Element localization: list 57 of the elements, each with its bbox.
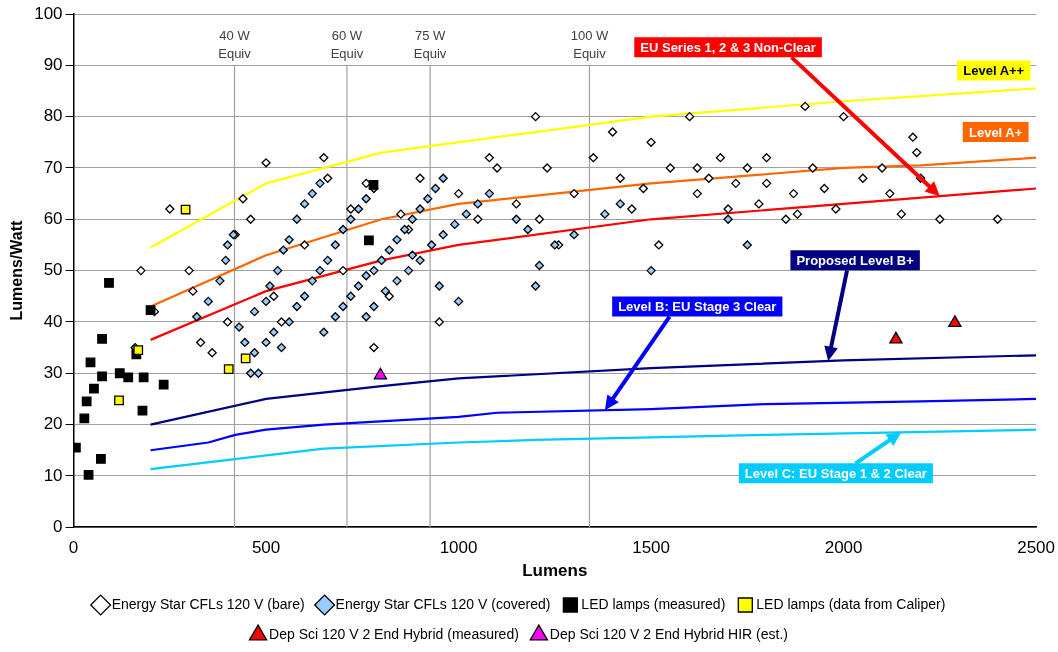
ref-line-label: 40 W Equiv xyxy=(218,27,252,61)
x-tick-label: 0 xyxy=(68,538,79,558)
legend-label: LED lamps (measured) xyxy=(581,595,726,612)
point xyxy=(96,454,106,464)
text: Level B: EU Stage 3 Clear xyxy=(618,299,777,315)
point xyxy=(948,315,962,328)
point xyxy=(114,368,125,379)
ref-line-label: 60 W Equiv xyxy=(330,27,364,61)
x-tick-label: 2500 xyxy=(1017,538,1055,558)
point xyxy=(97,333,107,344)
y-tick-label: 20 xyxy=(43,414,63,434)
text: Level C: EU Stage 1 & 2 Clear xyxy=(744,465,927,481)
point xyxy=(223,364,234,375)
y-tick-label: 90 xyxy=(43,55,63,75)
y-tick-label: 80 xyxy=(43,106,63,126)
point xyxy=(889,331,903,344)
point xyxy=(137,405,148,416)
point xyxy=(123,372,134,383)
point xyxy=(373,367,388,380)
y-tick-label: 100 xyxy=(34,3,63,23)
point xyxy=(81,396,92,407)
x-axis-title: Lumens xyxy=(522,561,588,581)
legend-label: LED lamps (data from Caliper) xyxy=(756,595,946,612)
point xyxy=(368,180,379,190)
point xyxy=(240,353,251,364)
ref-line-label: 75 W Equiv xyxy=(413,27,447,61)
y-tick-label: 0 xyxy=(53,516,63,536)
point xyxy=(138,372,149,383)
series-label: Level A+ xyxy=(968,124,1023,140)
text: Proposed Level B+ xyxy=(796,252,915,268)
y-tick-label: 40 xyxy=(43,311,63,331)
ref-line-label: 100 W Equiv xyxy=(570,27,609,61)
y-tick-label: 10 xyxy=(43,465,63,485)
y-tick-label: 30 xyxy=(43,362,63,382)
y-tick-label: 50 xyxy=(43,260,63,280)
x-tick-label: 500 xyxy=(251,538,281,558)
point xyxy=(89,383,99,394)
y-tick-label: 70 xyxy=(43,157,63,177)
point xyxy=(97,371,107,382)
x-tick-label: 1000 xyxy=(439,538,478,558)
point xyxy=(104,278,114,288)
text: EU Series 1, 2 & 3 Non-Clear xyxy=(640,39,816,55)
legend-label: Dep Sci 120 V 2 End Hybrid HIR (est.) xyxy=(549,625,788,642)
legend-label: Dep Sci 120 V 2 End Hybrid (measured) xyxy=(269,625,519,642)
y-tick-label: 60 xyxy=(43,208,63,228)
point xyxy=(79,413,90,424)
point xyxy=(83,469,94,480)
point xyxy=(145,305,156,316)
series-label: Level A++ xyxy=(963,63,1025,79)
legend-label: Energy Star CFLs 120 V (bare) xyxy=(111,595,305,612)
x-tick-label: 2000 xyxy=(824,538,863,558)
y-axis-title: Lumens/Watt xyxy=(8,220,26,321)
legend-label: Energy Star CFLs 120 V (covered) xyxy=(335,595,551,612)
point xyxy=(114,395,124,406)
point xyxy=(158,379,169,390)
x-tick-label: 1500 xyxy=(632,538,670,558)
point xyxy=(363,235,374,246)
